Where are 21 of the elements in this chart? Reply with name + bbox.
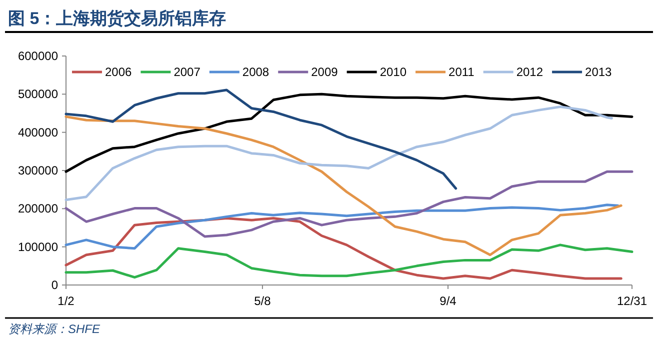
legend-label: 2010 [380,65,407,79]
title: 图 5：上海期货交易所铝库存 [8,9,226,28]
y-tick-label: 500000 [18,87,58,102]
y-tick-label: 100000 [18,240,58,254]
y-tick-label: 300000 [18,164,58,178]
x-tick-label: 9/4 [440,294,456,308]
annotation: 资料来源：SHFE [8,322,100,336]
x-tick-label: 1/2 [58,294,74,308]
legend-label: 2011 [448,65,474,79]
legend-label: 2006 [105,65,132,79]
y-tick-label: 400000 [18,125,58,140]
y-tick-label: 600000 [18,49,58,63]
legend-label: 2012 [516,65,544,79]
legend-label: 2008 [242,65,270,79]
legend-label: 2013 [585,65,612,79]
y-tick-label: 200000 [18,202,58,216]
x-tick-label: 12/31 [616,294,648,308]
x-tick-label: 5/8 [254,294,271,308]
legend-label: 2009 [311,65,338,79]
y-tick-label: 0 [51,278,58,292]
legend-label: 2007 [174,65,200,79]
